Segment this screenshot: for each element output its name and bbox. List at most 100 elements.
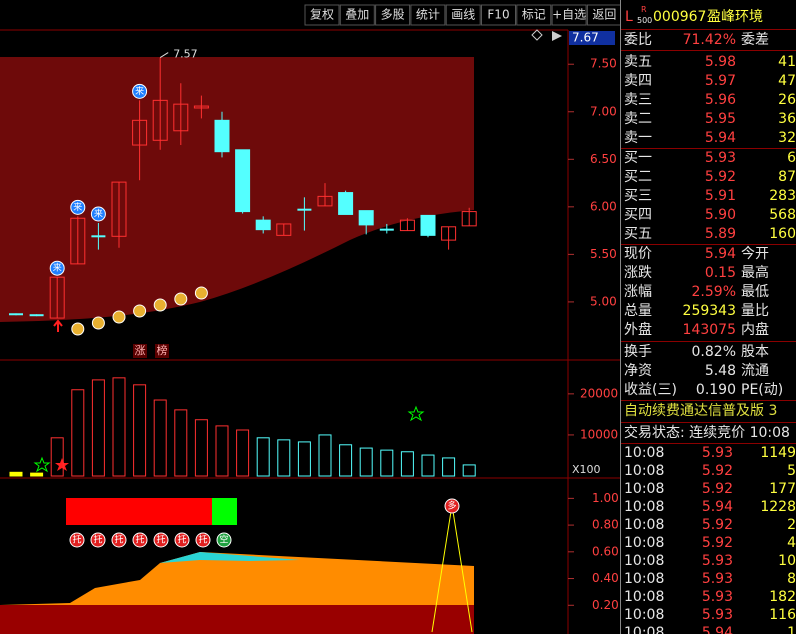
money-icon (174, 292, 188, 306)
book-price: 5.92 (704, 169, 736, 185)
book-label: 卖二 (624, 111, 652, 127)
candle-body (173, 103, 189, 132)
trade-price: 5.92 (701, 463, 733, 479)
volume-bar (359, 447, 373, 477)
toolbar-button[interactable] (551, 4, 587, 26)
toolbar-button[interactable] (375, 4, 411, 26)
trade-time: 10:08 (624, 553, 665, 569)
volume-bar (153, 399, 167, 477)
book-label: 卖一 (624, 130, 652, 146)
signal-label: 来 (53, 263, 62, 274)
row-label: 委比 (624, 32, 652, 48)
icon (531, 29, 543, 41)
book-volume: 568 (769, 207, 796, 223)
row-value: 71.42% (682, 32, 736, 48)
market-label: L (625, 9, 633, 25)
star (407, 405, 425, 422)
trade-time: 10:08 (624, 499, 665, 515)
y-tick-label: 1.00 (592, 491, 619, 505)
volume-bar (236, 429, 250, 477)
divider (621, 422, 796, 423)
badge (444, 498, 460, 514)
book-volume: 32 (778, 130, 796, 146)
candle-body (193, 105, 209, 109)
stat-label: 净资 (624, 363, 652, 379)
toolbar-label[interactable]: 画线 (451, 8, 475, 22)
volume-bar (9, 471, 23, 477)
stat-value: 143075 (682, 322, 736, 338)
y-tick-label: 0.40 (592, 571, 619, 585)
y-tick-label: 0.20 (592, 598, 619, 612)
annotation-arrow (159, 52, 169, 58)
y-tick-label: 6.00 (590, 199, 617, 213)
divider (621, 400, 796, 401)
book-volume: 87 (778, 169, 796, 185)
toolbar-button[interactable] (339, 4, 375, 26)
candle-body (111, 181, 127, 237)
candle-body (276, 223, 292, 236)
candle-body (461, 211, 477, 227)
toolbar-button[interactable] (516, 4, 552, 26)
money-icon (153, 298, 167, 312)
money-icon (71, 322, 85, 336)
candle-body (255, 219, 271, 231)
signal-icon (132, 83, 148, 99)
stat-label: 流通 (741, 363, 769, 379)
book-volume: 47 (778, 73, 796, 89)
stat-label: 今开 (741, 246, 769, 262)
divider (621, 244, 796, 245)
volume-bar (133, 384, 147, 477)
trade-time: 10:08 (624, 535, 665, 551)
candle-body (338, 192, 354, 215)
icon (552, 31, 562, 41)
toolbar-label[interactable]: F10 (487, 8, 509, 22)
toolbar-button[interactable] (481, 4, 516, 26)
toolbar-button[interactable] (410, 4, 446, 26)
trade-time: 10:08 (624, 625, 665, 634)
book-volume: 36 (778, 111, 796, 127)
signal-icon (90, 206, 106, 222)
toolbar-label[interactable]: 标记 (522, 8, 546, 22)
toolbar-label[interactable]: 叠加 (345, 8, 369, 22)
stat-value: 0.15 (704, 265, 736, 281)
toolbar-button[interactable] (304, 4, 340, 26)
tag-label: 榜 (157, 343, 168, 357)
trade-volume: 8 (787, 571, 796, 587)
book-price: 5.96 (704, 92, 736, 108)
row-label: 委差 (741, 32, 769, 48)
volume-bar (318, 434, 332, 477)
trade-time: 10:08 (624, 607, 665, 623)
book-label: 买四 (624, 207, 652, 223)
book-price: 5.93 (704, 150, 736, 166)
stat-value: 0.82% (691, 344, 736, 360)
book-price: 5.89 (704, 226, 736, 242)
signal-icon (70, 199, 86, 215)
toolbar-label[interactable]: 返回 (592, 8, 616, 22)
toolbar-label[interactable]: +自选 (552, 8, 586, 22)
trade-price: 5.93 (701, 445, 733, 461)
candle-body (420, 214, 436, 236)
trade-price: 5.93 (701, 571, 733, 587)
signal-label: 来 (94, 208, 103, 219)
divider (621, 148, 796, 149)
book-label: 卖四 (624, 73, 652, 89)
badge-label: 托 (156, 534, 165, 546)
stock-code: 000967 (653, 9, 707, 25)
volume-bar (297, 441, 311, 477)
toolbar-label[interactable]: 统计 (416, 8, 440, 22)
arrow-icon (53, 319, 63, 332)
toolbar-label[interactable]: 多股 (381, 8, 405, 22)
toolbar-label[interactable]: 复权 (310, 8, 334, 22)
badge-label: 托 (114, 534, 123, 546)
market-sub: R (641, 5, 647, 14)
toolbar-button[interactable] (586, 4, 620, 26)
book-label: 买三 (624, 188, 652, 204)
toolbar-button[interactable] (445, 4, 481, 26)
stat-label: 外盘 (624, 322, 652, 338)
volume-bar (339, 444, 353, 477)
badge (174, 532, 190, 548)
trade-time: 10:08 (624, 463, 665, 479)
book-volume: 283 (769, 188, 796, 204)
trade-volume: 182 (769, 589, 796, 605)
